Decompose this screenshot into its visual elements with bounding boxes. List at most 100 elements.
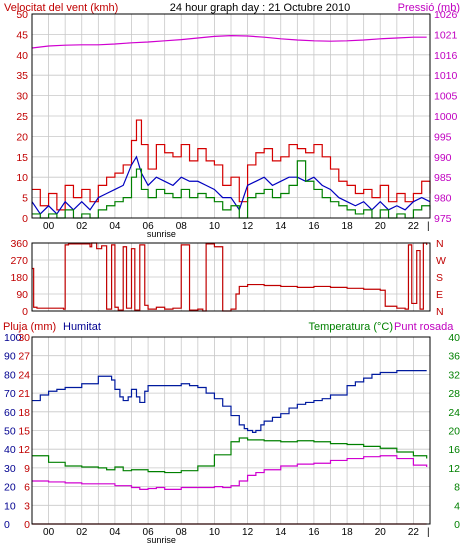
series-pressure: [31, 34, 427, 49]
wind-y-tick: 0: [22, 213, 28, 225]
humidity-y-tick: 20: [4, 482, 16, 494]
x-tick-label: 00: [43, 221, 55, 232]
pressure-y-tick: 980: [434, 193, 452, 205]
pressure-y-tick: 990: [434, 152, 452, 164]
wind-panel-frame: [31, 13, 431, 219]
humidity-y-tick: 0: [4, 519, 10, 531]
series-wind_avg: [31, 155, 431, 215]
temperature-y-tick: 24: [448, 407, 460, 419]
humidity-y-tick: 40: [4, 444, 16, 456]
pressure-y-tick: 995: [434, 131, 452, 143]
humidity-y-tick: 80: [4, 369, 16, 381]
x-tick-label: 16: [308, 221, 320, 232]
temperature-y-tick: 32: [448, 369, 460, 381]
pressure-y-tick: 1010: [434, 70, 458, 82]
x-tick-label: 06: [143, 221, 155, 232]
compass-y-tick: N: [436, 306, 444, 318]
x-tick-label: 14: [275, 221, 287, 232]
wind-y-tick: 50: [16, 9, 28, 21]
series-direction: [32, 242, 428, 312]
wind-y-tick: 10: [16, 172, 28, 184]
x-tick-label: 06: [143, 527, 155, 538]
series-temp-3: [32, 455, 428, 491]
x-tick-label: 10: [209, 221, 221, 232]
rain-y-tick: 12: [18, 444, 30, 456]
x-tick-label: 20: [375, 221, 387, 232]
x-tick-label: 04: [109, 221, 121, 232]
rain-y-tick: 3: [24, 500, 30, 512]
rain-y-tick: 27: [18, 351, 30, 363]
rain-y-tick: 9: [24, 463, 30, 475]
rain-humidity-temperature-panel: 0102030405060708090100036912151821242730…: [4, 332, 460, 545]
humidity-y-tick: 30: [4, 463, 16, 475]
x-tick-label: 04: [109, 527, 121, 538]
wind-y-tick: 25: [16, 111, 28, 123]
direction-panel-frame: [31, 242, 431, 312]
x-tick-label: 16: [308, 527, 320, 538]
rain-y-tick: 15: [18, 426, 30, 438]
pressure-axis-title: Pressió (mb): [398, 2, 460, 14]
wind-y-tick: 15: [16, 152, 28, 164]
x-end-marker: |: [427, 527, 430, 538]
humidity-y-tick: 100: [4, 332, 22, 344]
x-tick-label: 08: [176, 221, 188, 232]
pressure-y-tick: 1026: [434, 9, 458, 21]
x-tick-label: 22: [408, 221, 420, 232]
humidity-axis-title: Humitat: [63, 321, 101, 333]
temperature-y-tick: 20: [448, 426, 460, 438]
direction-y-tick: 90: [16, 289, 28, 301]
x-tick-label: 14: [275, 527, 287, 538]
direction-y-tick: 180: [10, 272, 28, 284]
temperature-y-tick: 12: [448, 463, 460, 475]
humidity-y-tick: 50: [4, 426, 16, 438]
wind-y-tick: 45: [16, 29, 28, 41]
pressure-y-tick: 985: [434, 172, 452, 184]
x-end-marker: |: [427, 221, 430, 232]
direction-y-tick: 360: [10, 238, 28, 250]
x-tick-label: 22: [408, 527, 420, 538]
x-tick-label: 10: [209, 527, 221, 538]
pressure-y-tick: 1016: [434, 50, 458, 62]
x-tick-label: 02: [76, 527, 88, 538]
humidity-y-tick: 60: [4, 407, 16, 419]
x-tick-label: 00: [43, 527, 55, 538]
direction-y-tick: 270: [10, 255, 28, 267]
x-tick-label: 12: [242, 527, 254, 538]
temperature-axis-title: Temperatura (°C): [309, 321, 393, 333]
pressure-y-tick: 975: [434, 213, 452, 225]
x-tick-label: 08: [176, 527, 188, 538]
temperature-y-tick: 4: [454, 500, 460, 512]
series-temp-2: [32, 437, 428, 474]
wind-axis-title: Velocitat del vent (kmh): [4, 2, 118, 14]
wind-y-tick: 35: [16, 70, 28, 82]
bottom-panel-frame: [31, 336, 431, 525]
temperature-y-tick: 16: [448, 444, 460, 456]
series-wind_gust: [32, 119, 431, 211]
series-humidity-1: [32, 370, 427, 433]
wind-y-tick: 40: [16, 50, 28, 62]
rain-y-tick: 0: [24, 519, 30, 531]
compass-y-tick: S: [436, 272, 443, 284]
temperature-y-tick: 28: [448, 388, 460, 400]
dewpoint-axis-title: Punt rosada: [394, 321, 454, 333]
sunrise-label: sunrise: [147, 229, 176, 239]
wind-y-tick: 5: [22, 193, 28, 205]
rain-axis-title: Pluja (mm): [3, 321, 56, 333]
wind-pressure-panel: 0510152025303540455097598098599099510001…: [16, 9, 457, 239]
compass-y-tick: W: [436, 255, 446, 267]
x-tick-label: 18: [342, 221, 354, 232]
wind-y-tick: 30: [16, 91, 28, 103]
rain-y-tick: 21: [18, 388, 30, 400]
rain-y-tick: 6: [24, 482, 30, 494]
series-wind_min: [32, 160, 431, 219]
humidity-y-tick: 10: [4, 500, 16, 512]
sunrise-label: sunrise: [147, 535, 176, 545]
wind-y-tick: 20: [16, 131, 28, 143]
x-tick-label: 12: [242, 221, 254, 232]
rain-y-tick: 30: [18, 332, 30, 344]
x-tick-label: 18: [342, 527, 354, 538]
pressure-y-tick: 1005: [434, 91, 458, 103]
direction-y-tick: 0: [22, 306, 28, 318]
temperature-y-tick: 0: [454, 519, 460, 531]
